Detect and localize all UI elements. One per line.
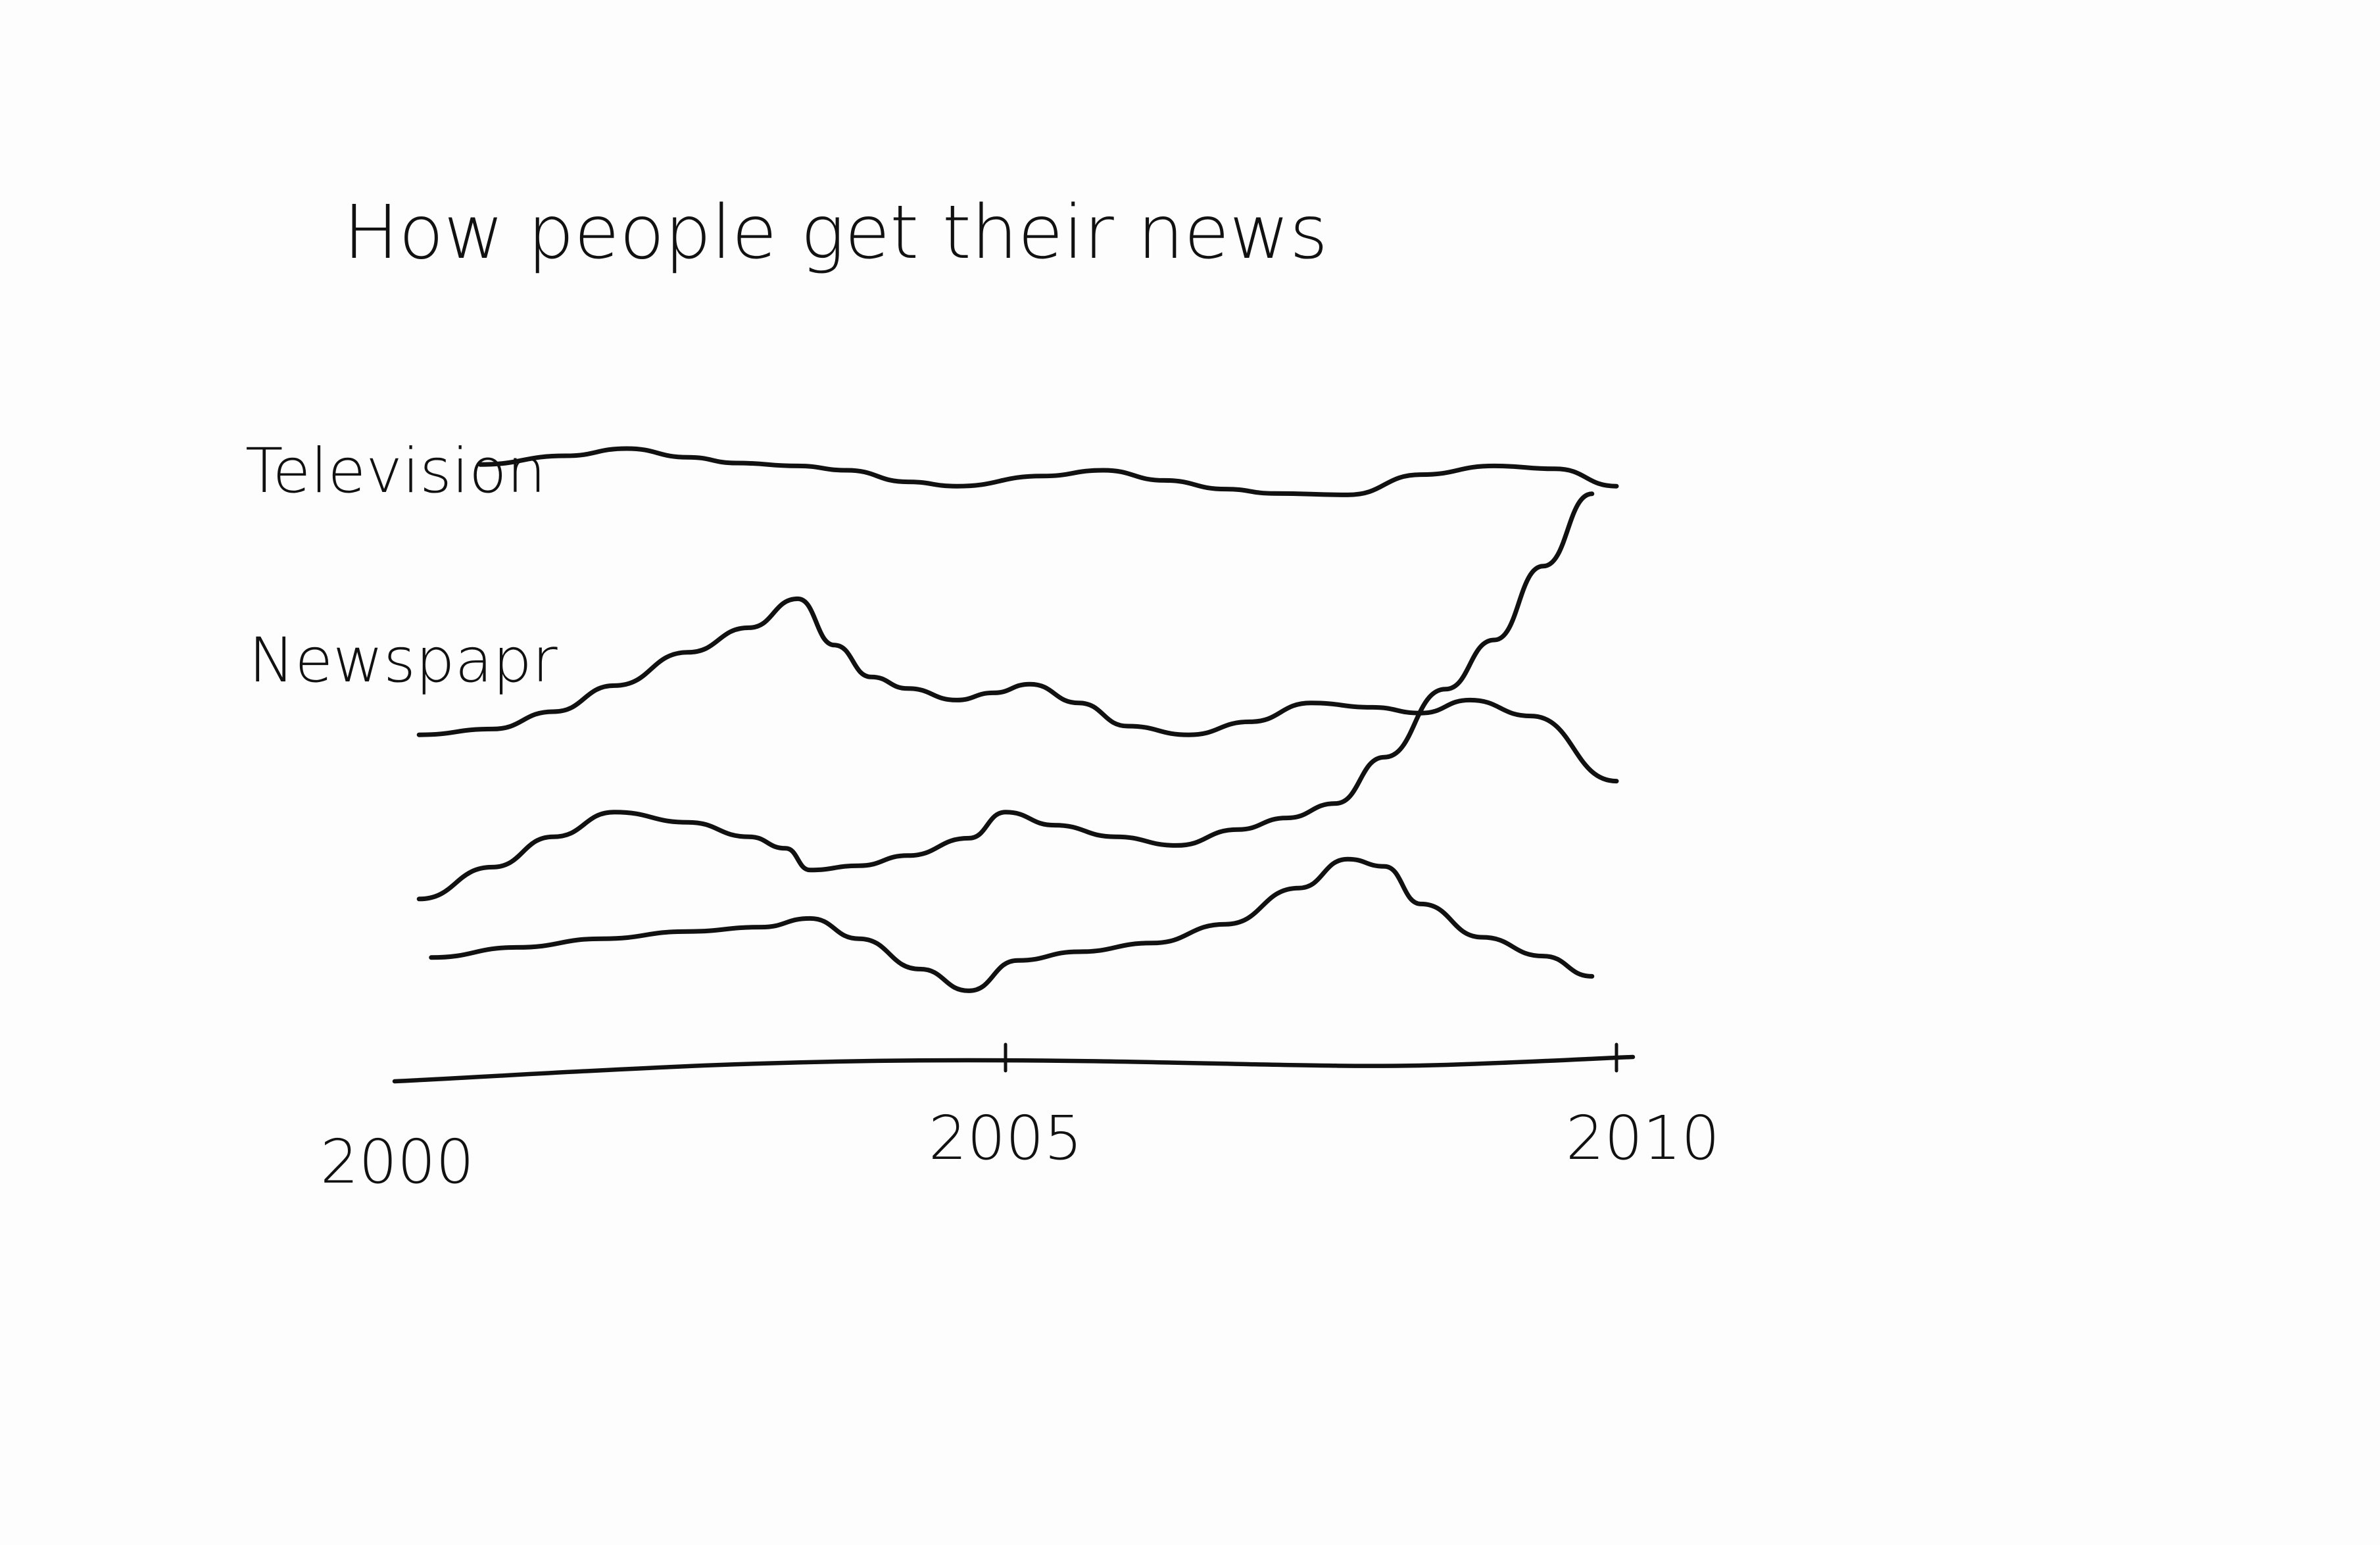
series-line-bottom <box>429 856 1595 993</box>
x-tick-label-2005: 2005 <box>929 1103 1082 1173</box>
x-tick-label-2000: 2000 <box>320 1127 474 1197</box>
x-tick-label-2010: 2010 <box>1566 1103 1720 1173</box>
series-label-newspaper: Newspapr <box>249 625 558 697</box>
series-label-television: Television <box>245 435 546 507</box>
series-line-rising <box>416 491 1595 902</box>
series-line-newspaper <box>416 596 1619 784</box>
series-line-television <box>477 446 1619 497</box>
chart-title: How people get their news <box>343 190 1328 276</box>
x-axis-line <box>392 1054 1636 1084</box>
